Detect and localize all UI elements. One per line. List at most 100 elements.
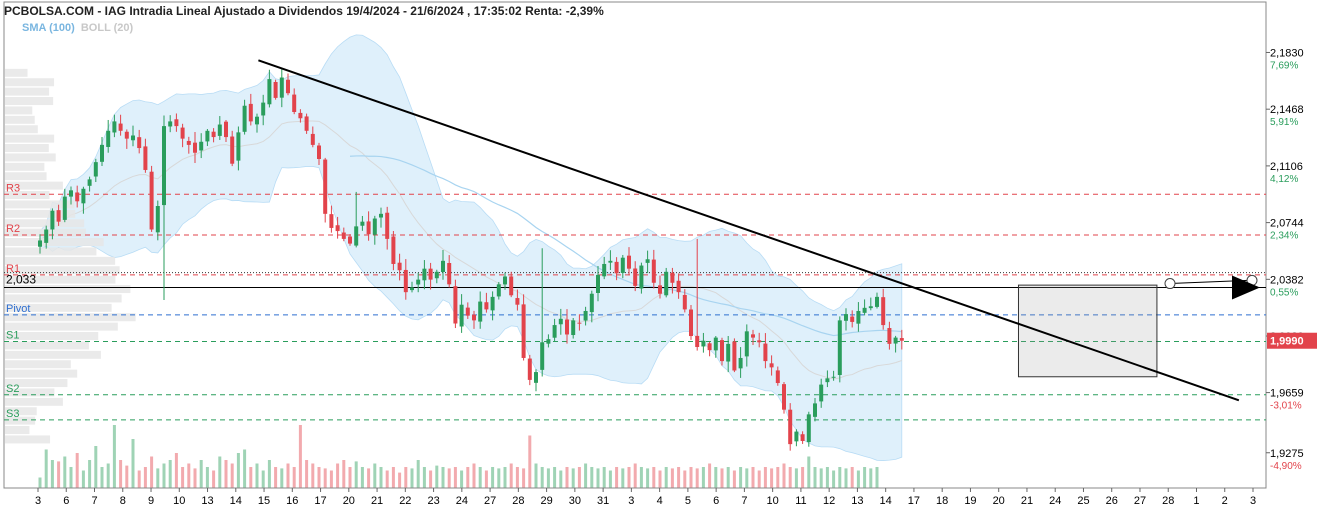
trendline[interactable] [258, 59, 1240, 402]
volume-profile-bar [5, 87, 50, 96]
volume-bar [453, 467, 457, 488]
candle-body [348, 236, 352, 244]
candle-body [552, 325, 557, 338]
volume-bar [751, 467, 755, 488]
volume-bar [404, 467, 408, 488]
candle-body [391, 236, 396, 264]
candle-body [844, 314, 848, 321]
projection-handle[interactable] [1164, 278, 1176, 290]
volume-profile-bar [5, 275, 116, 284]
x-tick-label: 7 [91, 495, 97, 507]
volume-profile-bar [5, 369, 78, 378]
volume-bar [416, 460, 420, 488]
volume-profile-bar [5, 303, 112, 312]
volume-bar [714, 467, 718, 488]
candle-body [372, 218, 377, 235]
candle-body [193, 142, 197, 153]
volume-bar [94, 446, 98, 488]
volume-bar [460, 470, 464, 488]
y-tick-label: 2,1106 [1270, 161, 1303, 173]
candle-body [87, 179, 92, 186]
candle-body [751, 334, 755, 338]
legend-sma[interactable]: SMA (100) [22, 22, 75, 34]
volume-bar [515, 467, 519, 488]
chart-legend: SMA (100) BOLL (20) [22, 22, 133, 34]
x-tick-label: 3 [35, 495, 41, 507]
bollinger-middle [39, 120, 902, 380]
candle-body [899, 338, 904, 341]
volume-profile-bar [5, 97, 54, 106]
volume-bar [528, 435, 532, 488]
volume-profile-bar [5, 416, 36, 425]
volume-bar [187, 463, 191, 488]
candle-body [627, 255, 631, 269]
volume-bar [652, 467, 656, 488]
candle-body [819, 384, 824, 402]
volume-bar [646, 468, 650, 488]
candle-body [887, 328, 892, 344]
arrow-head [1232, 275, 1260, 300]
volume-profile-bar [5, 68, 28, 77]
volume-profile-bar [5, 397, 63, 406]
volume-profile-bar [5, 407, 37, 416]
y-tick-label: 2,0744 [1270, 218, 1304, 230]
x-tick-label: 29 [540, 495, 552, 507]
candle-body [397, 262, 402, 271]
x-tick-label: 30 [569, 495, 581, 507]
volume-bars [38, 425, 879, 488]
volume-bar [503, 467, 507, 488]
volume-bar [205, 467, 209, 488]
volume-bar [224, 460, 228, 488]
volume-bar [534, 463, 538, 488]
volume-bar [658, 470, 662, 488]
candle-body [788, 409, 793, 445]
volume-profile-bar [5, 191, 50, 200]
candle-body [757, 340, 762, 343]
volume-bar [447, 468, 451, 488]
candle-body [472, 314, 476, 321]
volume-bar [491, 467, 495, 488]
candle-body [38, 240, 42, 247]
candle-body [558, 318, 563, 325]
volume-bar [218, 456, 222, 488]
volume-bar [689, 467, 693, 488]
candle-body [875, 296, 879, 307]
volume-bar [522, 468, 526, 488]
candle-body [620, 257, 625, 273]
candle-body [596, 274, 600, 293]
volume-bar [131, 439, 135, 488]
candle-body [503, 276, 507, 285]
volume-profile-bar [5, 266, 120, 275]
y-tick-pct: 5,91% [1270, 117, 1298, 128]
candle-body [379, 213, 383, 218]
volume-profile-bar [5, 247, 97, 256]
candle-body [490, 296, 495, 311]
candle-body [298, 112, 303, 119]
volume-profile-bar [5, 388, 55, 397]
x-tick-label: 21 [371, 495, 383, 507]
volume-profile-bar [5, 78, 55, 87]
candle-body [571, 320, 576, 336]
x-tick-label: 11 [795, 495, 806, 507]
volume-profile-bar [5, 106, 33, 115]
x-tick-label: 6 [713, 495, 719, 507]
candle-body [137, 137, 142, 149]
volume-bar [360, 467, 364, 488]
volume-bar [546, 468, 550, 488]
x-tick-label: 21 [1021, 495, 1033, 507]
volume-bar [255, 463, 259, 488]
candle-body [726, 343, 731, 362]
x-tick-label: 27 [484, 495, 496, 507]
x-tick-label: 13 [201, 495, 213, 507]
x-tick-label: 5 [685, 495, 691, 507]
legend-boll[interactable]: BOLL (20) [80, 22, 134, 34]
candle-body [738, 357, 743, 369]
volume-bar [565, 467, 569, 488]
candle-body [658, 285, 662, 294]
x-tick-label: 3 [1250, 495, 1256, 507]
y-tick-label: 1,9659 [1270, 388, 1304, 400]
x-tick-label: 20 [343, 495, 355, 507]
candle-body [782, 384, 786, 410]
candle-body [713, 337, 718, 351]
y-tick-pct: -4,90% [1270, 461, 1302, 472]
